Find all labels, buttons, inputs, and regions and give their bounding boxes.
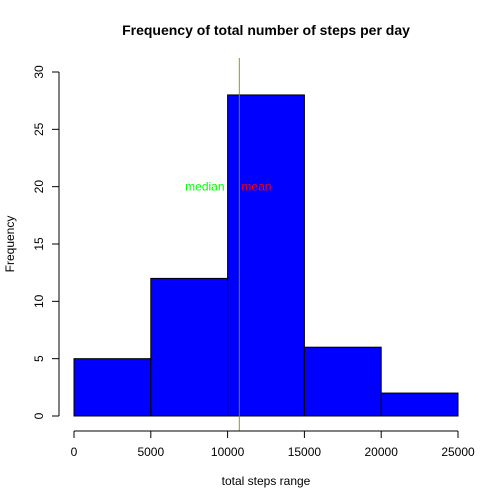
y-tick-label: 20	[32, 180, 46, 194]
x-tick-label: 10000	[211, 445, 245, 459]
mean-annotation: mean	[241, 180, 271, 194]
x-tick-label: 5000	[137, 445, 164, 459]
y-tick-label: 25	[32, 122, 46, 136]
y-tick-label: 15	[32, 237, 46, 251]
x-tick-label: 15000	[288, 445, 322, 459]
y-axis: 0 5 10 15 20 25 30	[32, 65, 60, 419]
y-tick-label: 5	[32, 355, 46, 362]
x-tick-label: 0	[71, 445, 78, 459]
histogram-bar-0	[73, 358, 152, 417]
x-tick-label: 20000	[365, 445, 399, 459]
bars-group	[73, 94, 459, 417]
median-annotation: median	[185, 180, 224, 194]
histogram-bar-4	[380, 392, 459, 417]
x-tick-label: 25000	[441, 445, 475, 459]
histogram-bar-1	[150, 277, 229, 417]
y-tick-label: 10	[32, 294, 46, 308]
annotations-group: median mean	[185, 180, 271, 194]
x-axis: 0 5000 10000 15000 20000 25000	[71, 430, 475, 459]
y-axis-label: Frequency	[3, 216, 17, 273]
x-axis-label: total steps range	[222, 474, 311, 488]
histogram-bar-3	[303, 346, 382, 417]
y-tick-label: 30	[32, 65, 46, 79]
histogram-bar-2	[227, 94, 305, 417]
y-tick-label: 0	[32, 412, 46, 419]
chart-title: Frequency of total number of steps per d…	[122, 22, 410, 38]
